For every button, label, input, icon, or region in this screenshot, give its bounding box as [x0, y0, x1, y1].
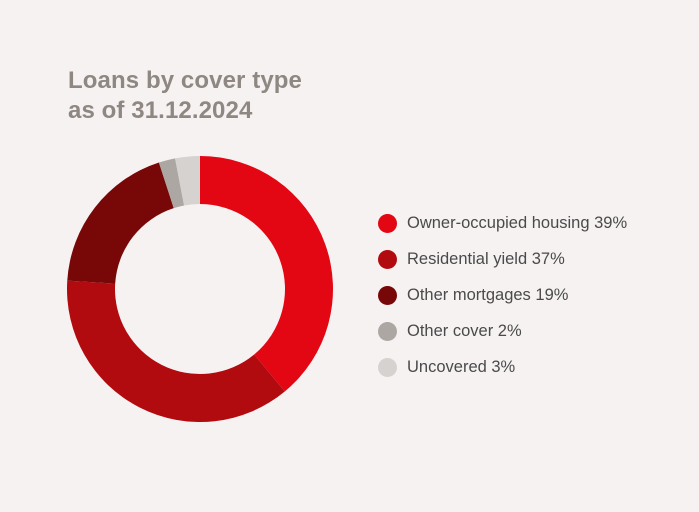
- donut-slice-owner-occupied-housing: [200, 156, 334, 392]
- legend-item-other-cover: Other cover 2%: [378, 313, 627, 349]
- legend-swatch: [378, 321, 397, 341]
- chart-legend: Owner-occupied housing 39% Residential y…: [378, 205, 627, 385]
- donut-slice-other-mortgages: [67, 162, 174, 284]
- donut-slices: [66, 156, 334, 423]
- legend-label: Other cover 2%: [407, 321, 522, 340]
- legend-swatch: [378, 285, 397, 305]
- donut-slice-residential-yield: [66, 280, 285, 423]
- legend-item-other-mortgages: Other mortgages 19%: [378, 277, 627, 313]
- chart-title-line-2: as of 31.12.2024: [68, 97, 253, 124]
- chart-title-line-1: Loans by cover type: [68, 67, 302, 94]
- legend-item-residential-yield: Residential yield 37%: [378, 241, 627, 277]
- legend-swatch: [378, 357, 397, 377]
- legend-label: Residential yield 37%: [407, 249, 565, 268]
- donut-slice-uncovered: [175, 156, 200, 206]
- chart-title: Loans by cover type as of 31.12.2024: [68, 66, 302, 126]
- donut-slice-other-cover: [158, 158, 185, 209]
- legend-label: Other mortgages 19%: [407, 285, 569, 304]
- legend-label: Uncovered 3%: [407, 357, 516, 376]
- legend-label: Owner-occupied housing 39%: [407, 213, 628, 232]
- legend-item-uncovered: Uncovered 3%: [378, 349, 627, 385]
- legend-item-owner-occupied-housing: Owner-occupied housing 39%: [378, 205, 627, 241]
- legend-swatch: [378, 249, 397, 269]
- legend-swatch: [378, 213, 397, 233]
